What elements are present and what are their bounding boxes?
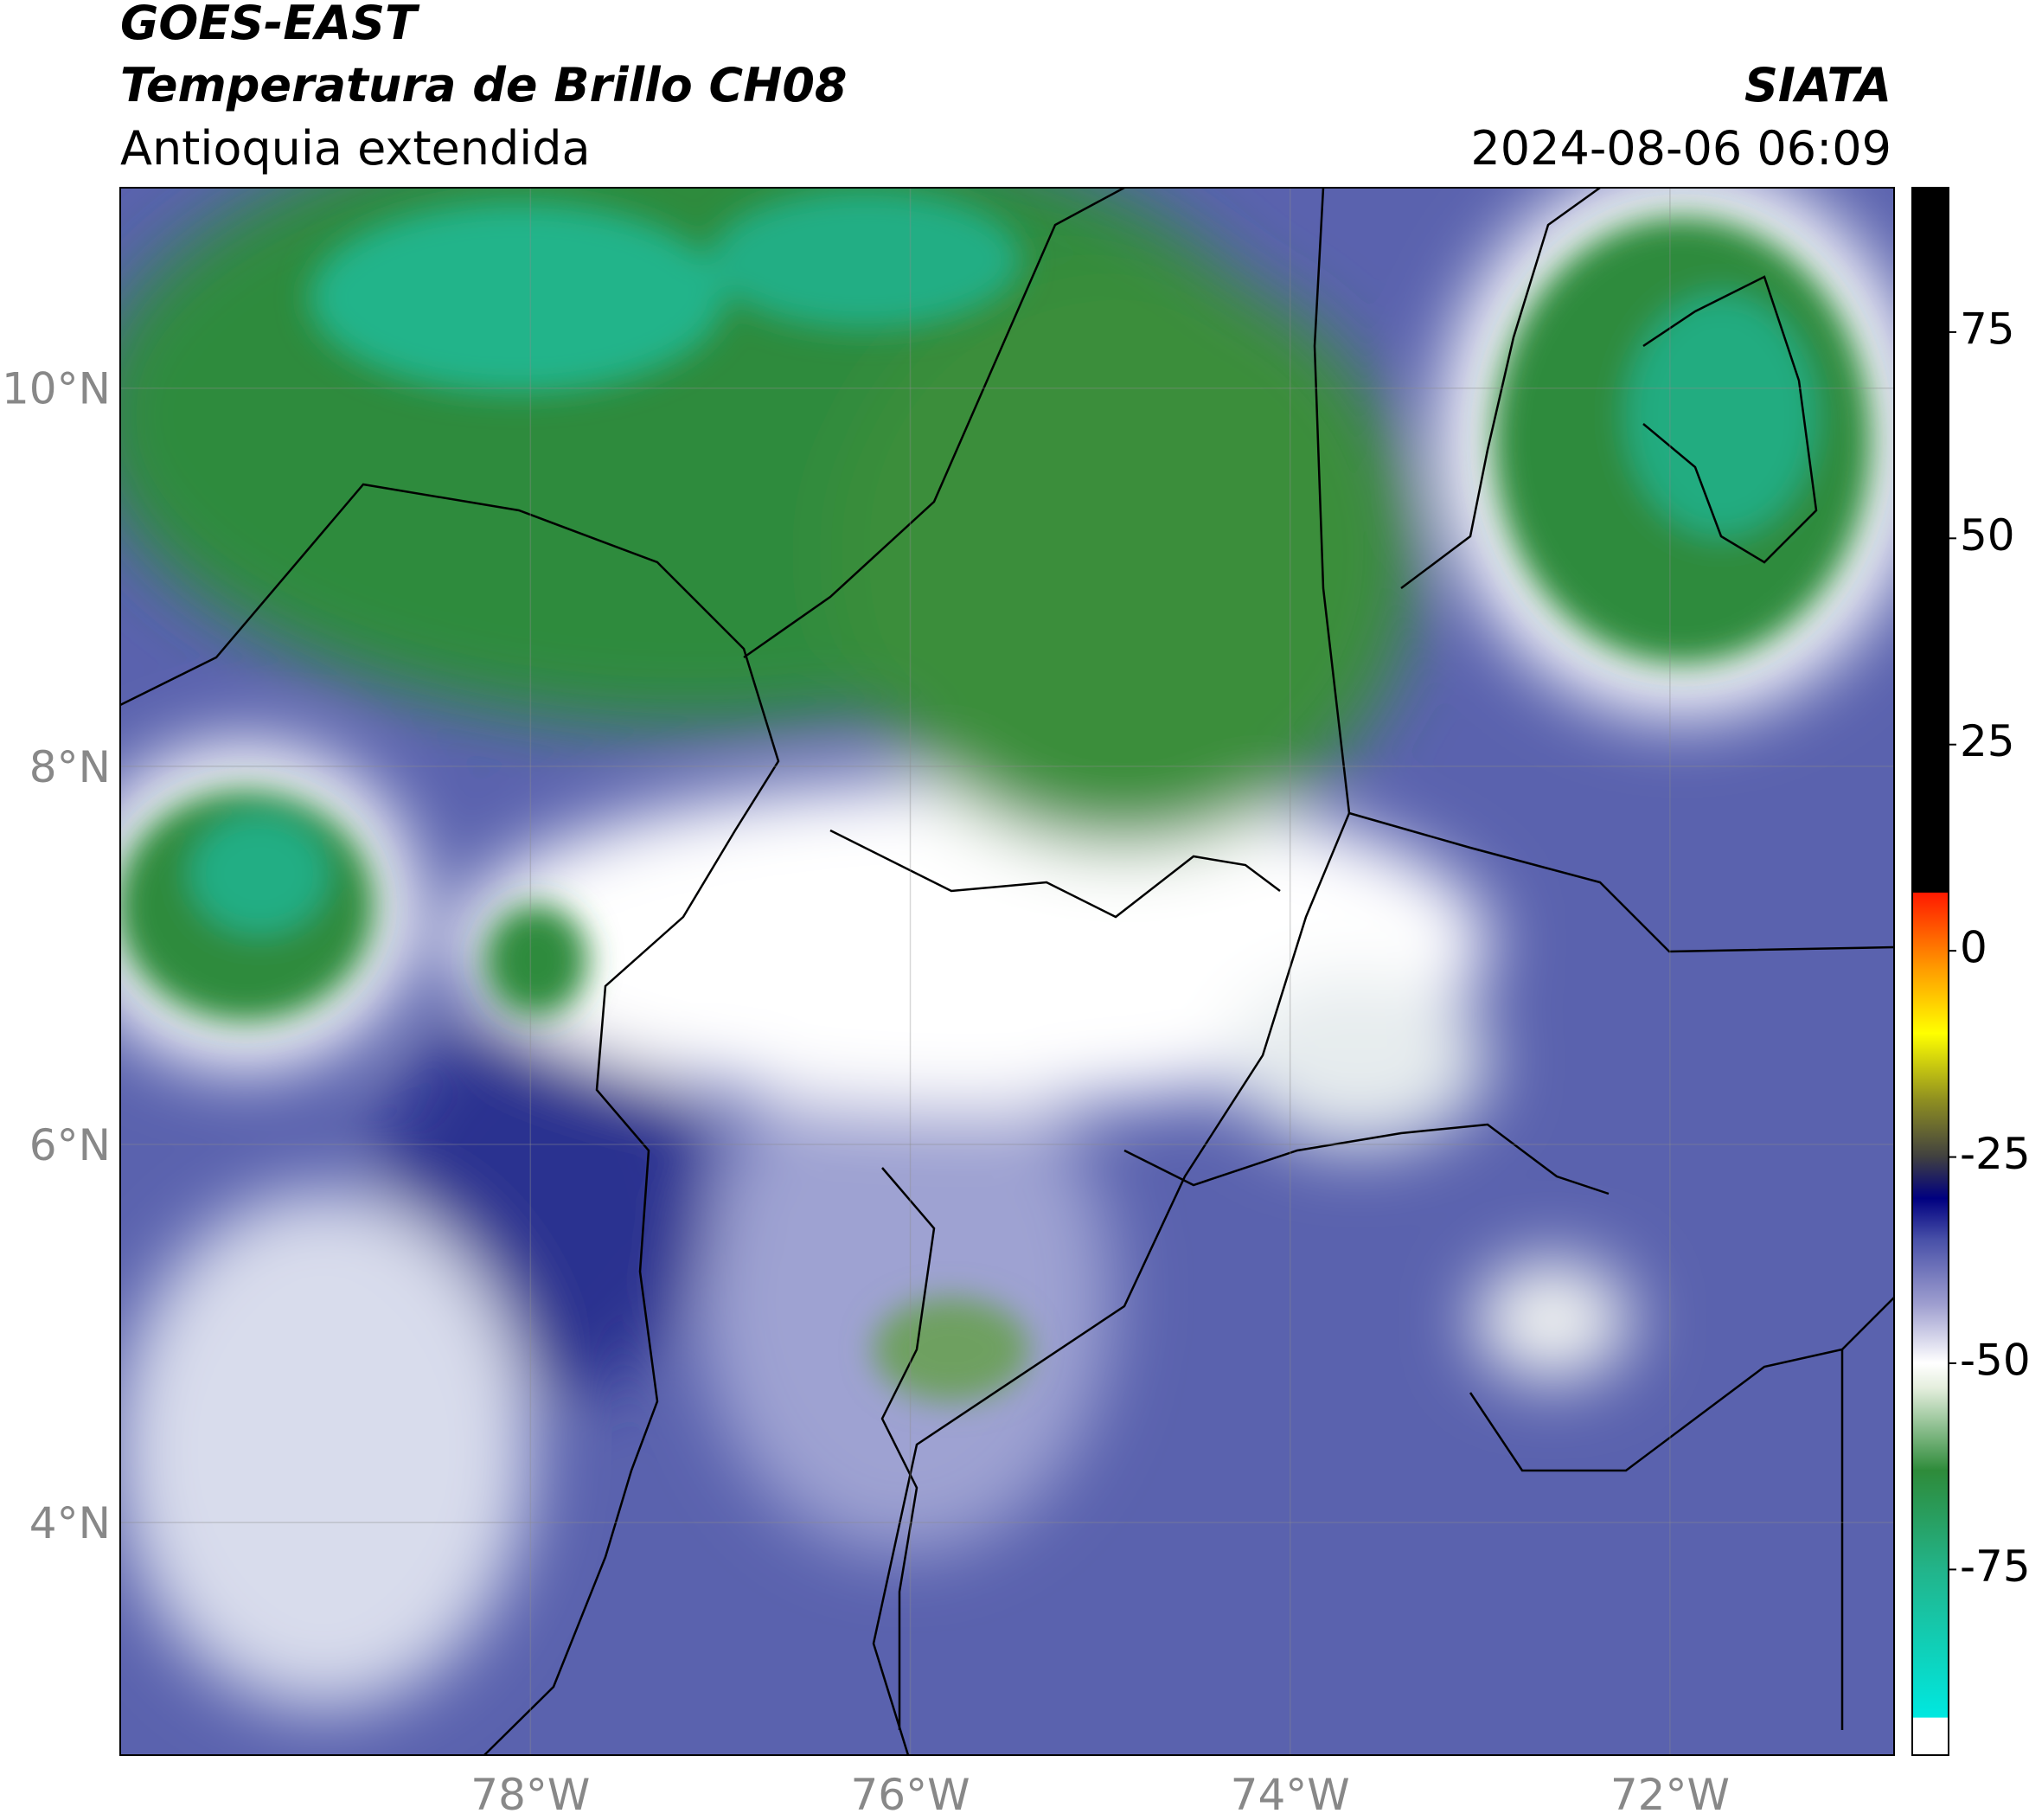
colorbar-tick-label: 50 bbox=[1960, 510, 2015, 561]
title: GOES-EAST bbox=[120, 0, 420, 50]
colorbar-tick-label: -50 bbox=[1960, 1336, 2029, 1386]
region: Antioquia extendida bbox=[120, 121, 591, 176]
x-tick-label: 78°W bbox=[470, 1770, 590, 1817]
colorbar-tick-label: 25 bbox=[1960, 716, 2015, 766]
map-image bbox=[120, 188, 1894, 1755]
y-tick-label: 4°N bbox=[29, 1498, 111, 1548]
colorbar-tick-label: -75 bbox=[1960, 1541, 2029, 1592]
y-tick-label: 10°N bbox=[2, 364, 111, 414]
y-tick-label: 8°N bbox=[29, 742, 111, 792]
x-tick-label: 72°W bbox=[1610, 1770, 1730, 1817]
datetime: 2024-08-06 06:09 bbox=[1470, 121, 1891, 176]
x-tick-label: 74°W bbox=[1231, 1770, 1350, 1817]
map-frame bbox=[119, 187, 1895, 1756]
colorbar bbox=[1911, 187, 1949, 1756]
subtitle: Temperatura de Brillo CH08 bbox=[120, 58, 848, 112]
x-tick-label: 76°W bbox=[850, 1770, 970, 1817]
source: SIATA bbox=[1744, 58, 1891, 112]
colorbar-tick-label: 0 bbox=[1960, 923, 1987, 973]
y-tick-label: 6°N bbox=[29, 1120, 111, 1170]
colorbar-tick-label: -25 bbox=[1960, 1129, 2029, 1179]
colorbar-tick-label: 75 bbox=[1960, 304, 2015, 354]
